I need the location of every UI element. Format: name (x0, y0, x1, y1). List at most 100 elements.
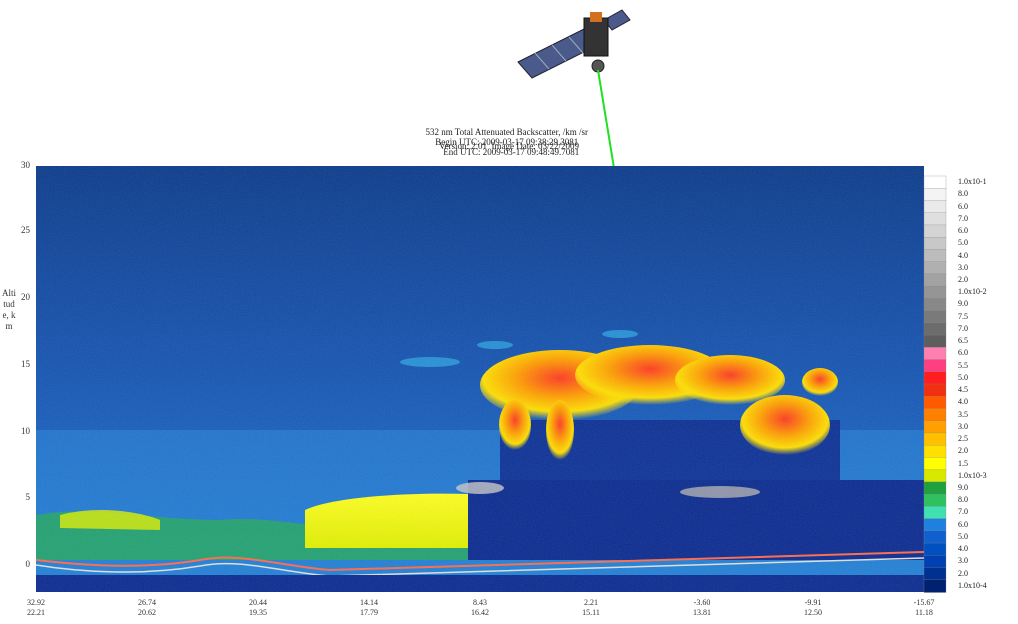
colorbar-label: 1.0x10-3 (958, 470, 987, 480)
colorbar-swatch (923, 530, 947, 544)
begin-utc-label: Begin UTC: 2009-03-17 09:38:29.3081 (435, 137, 579, 147)
colorbar (923, 175, 947, 593)
version-label: Version: 2.01 Image Date: 03/22/2009 (439, 141, 579, 151)
x-tick: 26.74 20.62 (125, 598, 169, 618)
x-tick: 20.44 19.35 (236, 598, 280, 618)
y-tick: 25 (21, 225, 30, 235)
colorbar-label: 1.0x10-2 (958, 287, 987, 297)
colorbar-label: 9.0 (958, 299, 968, 309)
x-tick-lon: 11.18 (915, 608, 933, 617)
colorbar-label: 8.0 (958, 495, 968, 505)
colorbar-swatch (923, 567, 947, 581)
colorbar-label: 4.5 (958, 385, 968, 395)
colorbar-swatch (923, 175, 947, 189)
colorbar-swatch (923, 334, 947, 348)
colorbar-label: 6.0 (958, 519, 968, 529)
colorbar-label: 2.0 (958, 446, 968, 456)
colorbar-label: 1.5 (958, 458, 968, 468)
y-tick: 5 (25, 492, 31, 502)
colorbar-swatch (923, 445, 947, 459)
colorbar-label: 6.5 (958, 336, 968, 346)
colorbar-label: 2.0 (958, 275, 968, 284)
colorbar-label: 7.0 (958, 323, 968, 333)
colorbar-swatch (923, 518, 947, 532)
colorbar-swatch (923, 200, 947, 214)
colorbar-label: 6.0 (958, 226, 968, 236)
colorbar-label: 1.0x10-4 (958, 580, 987, 590)
colorbar-label: 5.0 (958, 238, 968, 248)
colorbar-swatch (923, 273, 947, 287)
colorbar-swatch (923, 506, 947, 520)
y-tick: 0 (25, 559, 31, 569)
colorbar-swatch (923, 224, 947, 238)
colorbar-swatch (923, 249, 947, 263)
colorbar-label: 3.0 (958, 556, 968, 566)
y-tick: 30 (21, 160, 30, 170)
colorbar-swatch (923, 347, 947, 361)
colorbar-label: 6.0 (958, 201, 968, 211)
colorbar-label: 9.0 (958, 483, 968, 492)
colorbar-label: 5.0 (958, 372, 968, 382)
colorbar-label: 7.0 (958, 507, 968, 517)
colorbar-swatch (923, 579, 947, 593)
colorbar-swatch (923, 542, 947, 556)
x-tick-lon: 13.81 (693, 608, 711, 617)
colorbar-label: 5.5 (958, 360, 968, 370)
colorbar-swatch (923, 493, 947, 508)
colorbar-swatch (923, 396, 947, 410)
colorbar-swatch (923, 310, 947, 324)
x-tick-lat: -15.67 (913, 598, 935, 607)
x-tick-lat: -9.91 (804, 598, 822, 607)
y-tick: 15 (21, 359, 30, 369)
colorbar-label: 8.0 (958, 189, 968, 199)
chart-title-main: 532 nm Total Attenuated Backscatter, /km… (425, 127, 589, 137)
colorbar-swatch (923, 555, 947, 569)
colorbar-label: 2.0 (958, 568, 968, 578)
colorbar-swatch (923, 371, 947, 385)
colorbar-swatch (923, 469, 947, 483)
x-tick-lat: 32.92 (27, 598, 45, 607)
y-tick: 20 (21, 292, 30, 302)
colorbar-swatch (923, 212, 947, 226)
colorbar-label: 4.0 (958, 250, 968, 260)
x-tick: -3.60 13.81 (680, 598, 724, 618)
colorbar-label: 3.0 (958, 262, 968, 272)
colorbar-label: 3.0 (958, 421, 968, 431)
x-tick-lat: -3.60 (693, 598, 711, 607)
x-tick-lon: 20.62 (138, 608, 156, 617)
colorbar-label: 2.5 (958, 434, 968, 444)
colorbar-swatch (923, 298, 947, 312)
colorbar-swatch (923, 432, 947, 446)
x-tick-lon: 17.79 (360, 608, 378, 617)
x-tick: 2.21 15.11 (569, 598, 613, 618)
colorbar-label: 3.5 (958, 409, 968, 419)
colorbar-label: 7.5 (958, 311, 968, 321)
x-tick-lon: 16.42 (471, 608, 489, 617)
x-tick: -15.67 11.18 (902, 598, 946, 618)
colorbar-swatch (923, 383, 947, 397)
x-tick-lat: 20.44 (249, 598, 267, 607)
colorbar-label: 7.0 (958, 213, 968, 223)
colorbar-label: 6.0 (958, 348, 968, 358)
colorbar-label: 4.0 (958, 544, 968, 554)
plot-area (35, 166, 925, 592)
x-tick-lat: 2.21 (584, 598, 598, 607)
colorbar-swatch (923, 285, 947, 300)
x-tick: -9.91 12.50 (791, 598, 835, 618)
x-tick-lat: 26.74 (138, 598, 156, 607)
x-tick: 32.92 22.21 (14, 598, 58, 618)
colorbar-swatch (923, 188, 947, 202)
satellite-icon (517, 9, 631, 169)
x-tick: 14.14 17.79 (347, 598, 391, 618)
colorbar-swatch (923, 322, 947, 336)
x-tick-lat: 14.14 (360, 598, 378, 607)
colorbar-swatch (923, 457, 947, 471)
x-tick-lon: 12.50 (804, 608, 822, 617)
colorbar-label: 1.0x10-1 (958, 177, 987, 187)
colorbar-label: 4.0 (958, 397, 968, 407)
x-tick-lon: 19.35 (249, 608, 267, 617)
colorbar-swatch (923, 408, 947, 422)
colorbar-label: 5.0 (958, 531, 968, 541)
colorbar-swatch (923, 420, 947, 434)
